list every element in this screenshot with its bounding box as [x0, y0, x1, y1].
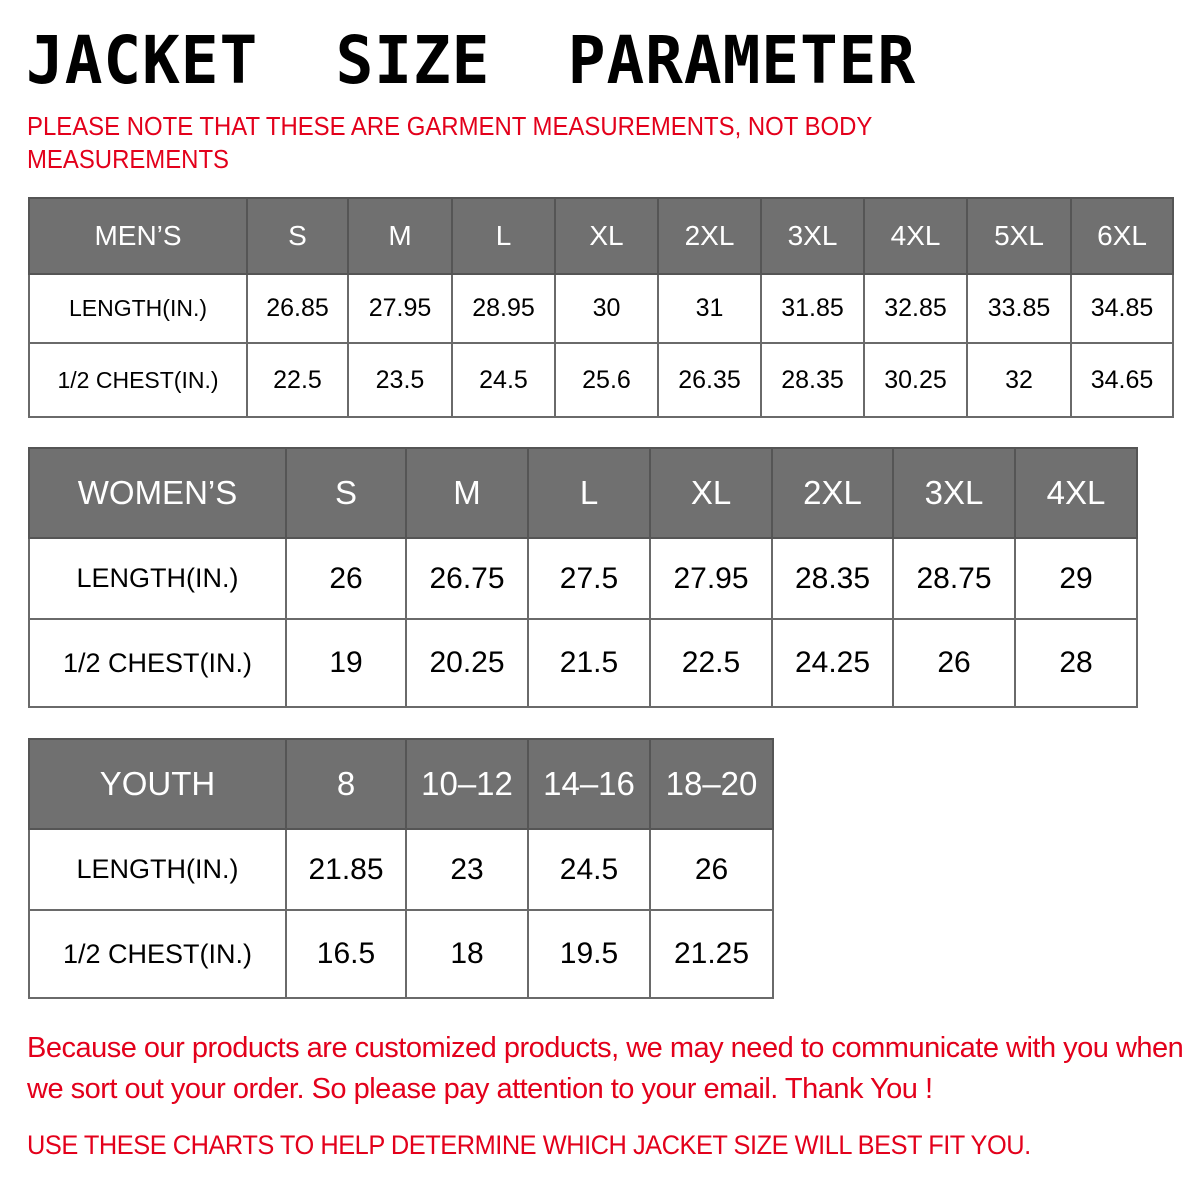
measurement-cell: 32	[966, 342, 1072, 418]
measurement-cell: 34.65	[1070, 342, 1174, 418]
size-header-cell: M	[347, 197, 453, 275]
size-header-cell: 14–16	[527, 738, 651, 830]
size-header-cell: S	[285, 447, 407, 539]
size-header-cell: M	[405, 447, 529, 539]
size-header-cell: 3XL	[892, 447, 1016, 539]
size-header-cell: S	[246, 197, 349, 275]
measurement-cell: 25.6	[554, 342, 659, 418]
page-title: JACKET SIZE PARAMETER	[26, 22, 917, 99]
measurement-cell: 20.25	[405, 618, 529, 708]
measurement-cell: 26.85	[246, 273, 349, 344]
measurement-cell: 31	[657, 273, 762, 344]
mens-size-table: MEN’S S M L XL 2XL 3XL 4XL 5XL 6XL LENGTH(IN.) 26.8…	[28, 197, 1174, 418]
size-header-cell: 4XL	[863, 197, 968, 275]
table-row: LENGTH(IN.) 21.85 23 24.5 26	[28, 828, 774, 911]
row-label: 1/2 CHEST(IN.)	[28, 618, 287, 708]
measurement-cell: 28.75	[892, 537, 1016, 620]
table-header-row: WOMEN’S S M L XL 2XL 3XL 4XL	[28, 447, 1138, 539]
measurement-cell: 33.85	[966, 273, 1072, 344]
measurement-cell: 28	[1014, 618, 1138, 708]
measurement-cell: 23	[405, 828, 529, 911]
row-label: LENGTH(IN.)	[28, 537, 287, 620]
measurement-cell: 19	[285, 618, 407, 708]
measurement-cell: 34.85	[1070, 273, 1174, 344]
size-header-cell: L	[527, 447, 651, 539]
measurement-cell: 30	[554, 273, 659, 344]
measurement-cell: 18	[405, 909, 529, 999]
size-header-cell: 4XL	[1014, 447, 1138, 539]
measurement-cell: 29	[1014, 537, 1138, 620]
measurement-cell: 24.25	[771, 618, 894, 708]
row-label: LENGTH(IN.)	[28, 273, 248, 344]
size-header-cell: L	[451, 197, 556, 275]
measurement-cell: 27.95	[347, 273, 453, 344]
size-header-cell: 10–12	[405, 738, 529, 830]
size-header-cell: XL	[554, 197, 659, 275]
measurement-cell: 16.5	[285, 909, 407, 999]
measurement-cell: 32.85	[863, 273, 968, 344]
measurement-cell: 21.5	[527, 618, 651, 708]
size-header-cell: 8	[285, 738, 407, 830]
measurement-cell: 19.5	[527, 909, 651, 999]
table-header-row: MEN’S S M L XL 2XL 3XL 4XL 5XL 6XL	[28, 197, 1174, 275]
table-row: 1/2 CHEST(IN.) 22.5 23.5 24.5 25.6 26.35 28.35…	[28, 342, 1174, 418]
measurement-note: PLEASE NOTE THAT THESE ARE GARMENT MEASU…	[27, 111, 872, 174]
measurement-cell: 31.85	[760, 273, 865, 344]
table-row: LENGTH(IN.) 26 26.75 27.5 27.95 28.35 28.75 29	[28, 537, 1138, 620]
table-header-row: YOUTH 8 10–12 14–16 18–20	[28, 738, 774, 830]
table-category-header: MEN’S	[28, 197, 248, 275]
measurement-cell: 26.35	[657, 342, 762, 418]
measurement-cell: 22.5	[246, 342, 349, 418]
measurement-cell: 27.95	[649, 537, 773, 620]
usage-note: USE THESE CHARTS TO HELP DETERMINE WHICH…	[27, 1130, 1031, 1160]
measurement-cell: 28.35	[771, 537, 894, 620]
measurement-cell: 21.85	[285, 828, 407, 911]
youth-size-table: YOUTH 8 10–12 14–16 18–20 LENGTH(IN.) 21.85 23 2…	[28, 738, 774, 999]
measurement-cell: 24.5	[527, 828, 651, 911]
table-row: LENGTH(IN.) 26.85 27.95 28.95 30 31 31.85 32.85…	[28, 273, 1174, 344]
row-label: 1/2 CHEST(IN.)	[28, 342, 248, 418]
womens-size-table: WOMEN’S S M L XL 2XL 3XL 4XL LENGTH(IN.) 26 26.75 2…	[28, 447, 1138, 708]
measurement-cell: 24.5	[451, 342, 556, 418]
measurement-cell: 27.5	[527, 537, 651, 620]
size-header-cell: 5XL	[966, 197, 1072, 275]
measurement-cell: 21.25	[649, 909, 774, 999]
size-header-cell: XL	[649, 447, 773, 539]
measurement-cell: 23.5	[347, 342, 453, 418]
size-header-cell: 18–20	[649, 738, 774, 830]
size-header-cell: 6XL	[1070, 197, 1174, 275]
row-label: 1/2 CHEST(IN.)	[28, 909, 287, 999]
size-header-cell: 3XL	[760, 197, 865, 275]
measurement-cell: 26	[892, 618, 1016, 708]
measurement-cell: 30.25	[863, 342, 968, 418]
measurement-cell: 28.95	[451, 273, 556, 344]
table-category-header: YOUTH	[28, 738, 287, 830]
row-label: LENGTH(IN.)	[28, 828, 287, 911]
measurement-cell: 26.75	[405, 537, 529, 620]
measurement-cell: 22.5	[649, 618, 773, 708]
measurement-cell: 28.35	[760, 342, 865, 418]
table-row: 1/2 CHEST(IN.) 16.5 18 19.5 21.25	[28, 909, 774, 999]
measurement-cell: 26	[649, 828, 774, 911]
size-header-cell: 2XL	[657, 197, 762, 275]
size-header-cell: 2XL	[771, 447, 894, 539]
table-category-header: WOMEN’S	[28, 447, 287, 539]
measurement-cell: 26	[285, 537, 407, 620]
table-row: 1/2 CHEST(IN.) 19 20.25 21.5 22.5 24.25 26 28	[28, 618, 1138, 708]
customization-message: Because our products are customized prod…	[27, 1032, 1184, 1105]
